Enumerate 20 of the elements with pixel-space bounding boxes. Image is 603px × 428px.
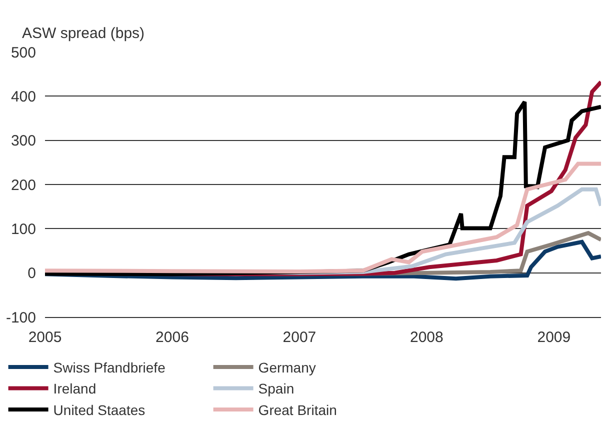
y-tick-label: 500 [10,44,36,62]
y-tick-label: 200 [10,176,36,194]
x-tick-label: 2006 [156,329,189,346]
x-tick-label: 2008 [410,329,444,346]
x-tick-label: 2007 [282,329,316,346]
x-tick-label: 2009 [537,329,571,346]
legend-label: Swiss Pfandbriefe [53,360,166,376]
y-tick-label: -100 [6,309,36,326]
y-tick-label: 300 [10,132,36,150]
legend-label: Ireland [53,380,96,397]
legend-label: Germany [258,360,316,376]
y-axis-title: ASW spread (bps) [22,25,145,42]
y-tick-label: 0 [28,265,36,282]
x-tick-label: 2005 [28,329,62,346]
y-tick-label: 400 [10,88,36,106]
y-tick-label: 100 [10,220,36,238]
legend-label: Great Britain [258,402,337,418]
line-series [45,162,601,274]
legend-label: Spain [258,380,294,397]
legend-label: United Staates [53,402,146,418]
